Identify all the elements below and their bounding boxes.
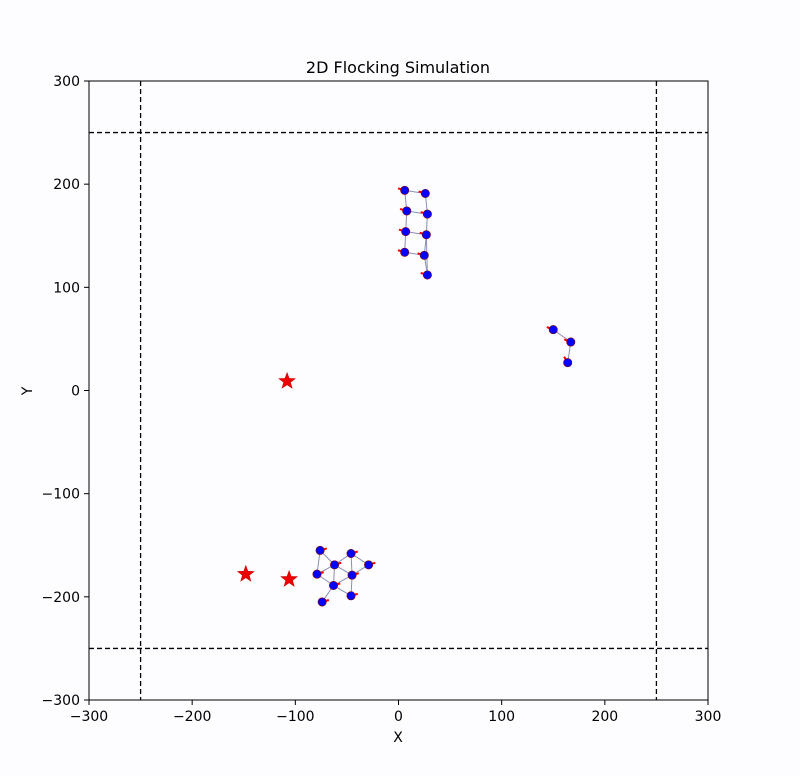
plot-area (89, 81, 708, 700)
agent-point (312, 569, 324, 579)
agent-dot (420, 188, 430, 198)
agent-point (398, 227, 411, 237)
y-tick-label: 0 (71, 384, 80, 400)
agent-dot (400, 247, 410, 257)
y-tick-label: 200 (53, 177, 80, 193)
agent-dot (422, 209, 432, 219)
boundary-lines (89, 81, 708, 700)
agent-point (420, 270, 432, 280)
agent-dot (315, 545, 325, 555)
agent-dot (364, 560, 374, 570)
y-axis-ticks: −300 −200 −100 0 100 200 300 (42, 74, 89, 709)
agents (312, 185, 576, 607)
x-axis-label: X (393, 730, 403, 746)
agent-dot (401, 227, 411, 237)
y-tick-label: 300 (53, 74, 80, 90)
agent-point (317, 597, 330, 607)
x-tick-label: −100 (276, 709, 314, 725)
agent-point (563, 337, 576, 347)
agent-point (399, 206, 412, 216)
agent-dot (402, 206, 412, 216)
agent-point (563, 356, 573, 368)
agent-point (397, 185, 410, 195)
agent-dot (347, 570, 357, 580)
agent-point (347, 570, 360, 580)
agent-dot (548, 325, 558, 335)
agent-dot (346, 549, 356, 559)
agent-dot (422, 270, 432, 280)
agent-point (417, 250, 429, 260)
obstacle-star (280, 569, 299, 587)
agent-point (418, 188, 430, 198)
x-tick-label: −300 (70, 709, 108, 725)
agent-point (419, 230, 431, 240)
agent-point (346, 591, 359, 601)
agent-dot (346, 591, 356, 601)
y-tick-label: −200 (42, 590, 80, 606)
y-axis-label: Y (20, 386, 36, 396)
agent-dot (566, 337, 576, 347)
agent-point (364, 560, 376, 570)
agent-dot (563, 358, 573, 368)
agent-point (330, 560, 342, 570)
chart-title: 2D Flocking Simulation (306, 58, 490, 77)
x-tick-label: 100 (488, 709, 515, 725)
x-tick-label: 200 (591, 709, 618, 725)
y-tick-label: 100 (53, 280, 80, 296)
y-tick-label: −100 (42, 487, 80, 503)
agent-dot (329, 580, 339, 590)
obstacle-star (236, 564, 255, 582)
obstacles (236, 371, 299, 587)
x-tick-label: 300 (695, 709, 722, 725)
agent-point (397, 247, 410, 257)
agent-point (346, 549, 359, 559)
agent-point (315, 545, 328, 555)
agent-dot (317, 597, 327, 607)
agent-dot (421, 230, 431, 240)
x-tick-label: −200 (173, 709, 211, 725)
y-tick-label: −300 (42, 693, 80, 709)
x-axis-ticks: −300 −200 −100 0 100 200 300 (70, 700, 722, 725)
agent-dot (312, 569, 322, 579)
agent-point (420, 209, 432, 219)
agent-point (329, 580, 341, 590)
x-tick-label: 0 (394, 709, 403, 725)
agent-dot (330, 560, 340, 570)
agent-dot (400, 185, 410, 195)
agent-point (546, 325, 558, 335)
agent-dot (419, 250, 429, 260)
obstacle-star (278, 371, 296, 389)
